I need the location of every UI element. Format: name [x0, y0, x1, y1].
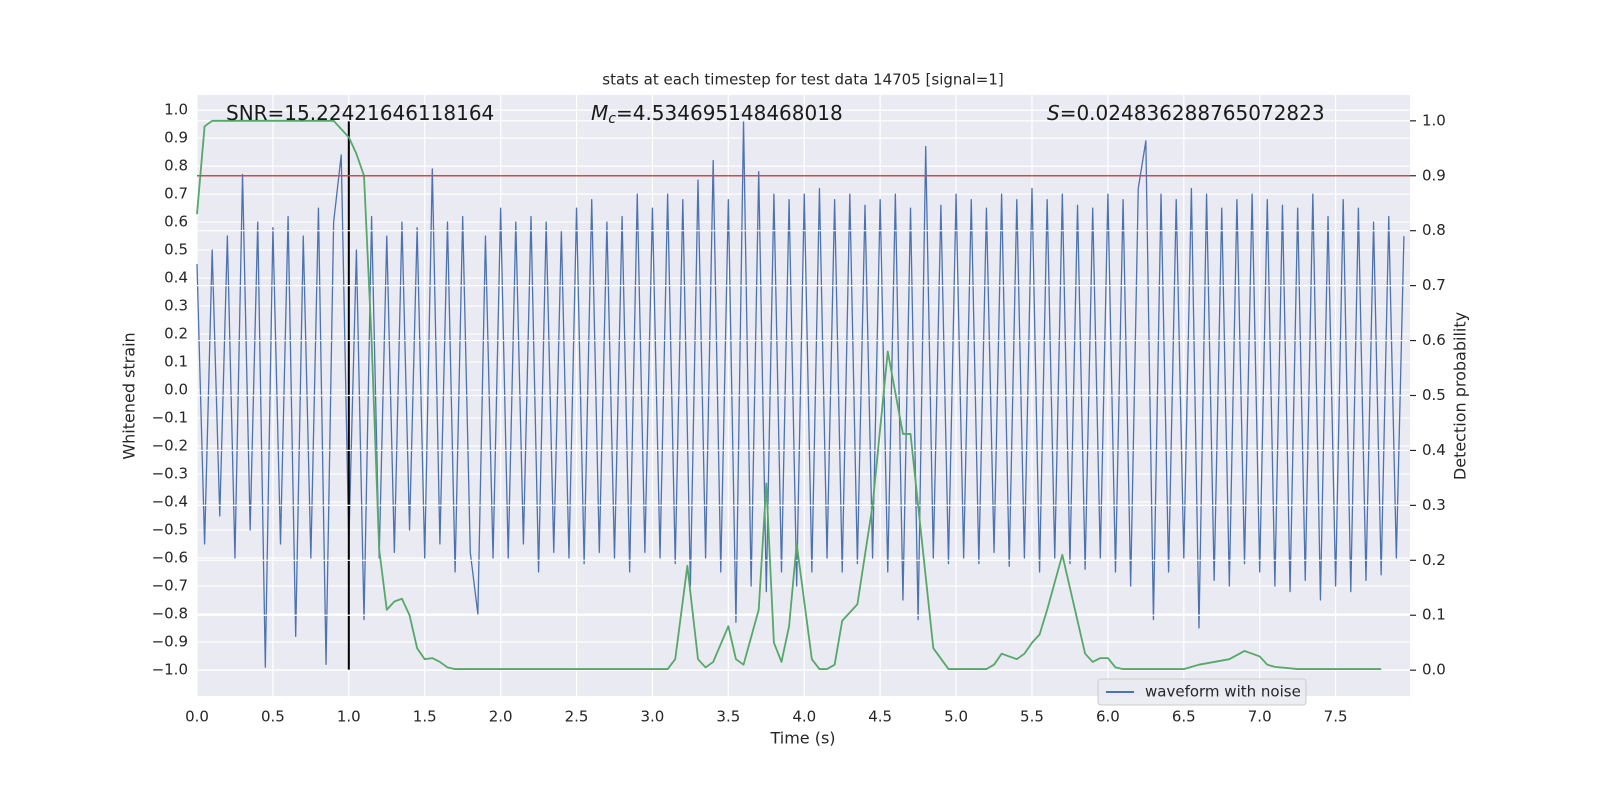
x-tick-label: 2.5 — [565, 708, 589, 726]
annotation-subscript: c — [608, 111, 616, 127]
y-tick-label: 0.0 — [164, 381, 188, 399]
x-tick-label: 6.5 — [1172, 708, 1196, 726]
y2-axis-label: Detection probability — [1451, 312, 1470, 480]
y2-tick-label: 0.1 — [1422, 606, 1446, 624]
y-tick-label: −0.5 — [152, 521, 188, 539]
annotation-text: =0.024836288765072823 — [1060, 101, 1325, 125]
y2-tick-label: 0.4 — [1422, 441, 1446, 459]
y-tick-label: −0.8 — [152, 604, 188, 622]
y-tick-label: 0.5 — [164, 241, 188, 259]
y-tick-label: −1.0 — [152, 660, 188, 678]
annotation: Mc=4.534695148468018 — [591, 101, 843, 128]
y-tick-label: −0.2 — [152, 437, 188, 455]
x-tick-label: 7.5 — [1324, 708, 1348, 726]
y-tick-label: −0.9 — [152, 632, 188, 650]
y2-tick-label: 0.0 — [1422, 661, 1446, 679]
x-tick-label: 3.5 — [716, 708, 740, 726]
x-tick-label: 4.5 — [868, 708, 892, 726]
x-axis-label: Time (s) — [769, 729, 835, 748]
y-tick-label: 0.7 — [164, 185, 188, 203]
series-line — [196, 120, 1405, 668]
y-tick-label: 0.3 — [164, 297, 188, 315]
legend-label: waveform with noise — [1145, 683, 1301, 701]
y-tick-label: 0.2 — [164, 325, 188, 343]
legend-box — [1097, 678, 1307, 706]
y-axis-label: Whitened strain — [120, 332, 139, 459]
y-tick-label: −0.4 — [152, 493, 188, 511]
x-tick-label: 0.0 — [185, 708, 209, 726]
chart-title: stats at each timestep for test data 147… — [602, 71, 1003, 89]
y2-tick-label: 0.9 — [1422, 166, 1446, 184]
annotation: SNR=15.22421646118164 — [226, 101, 494, 125]
y2-tick-label: 0.2 — [1422, 551, 1446, 569]
annotation: S=0.024836288765072823 — [1047, 101, 1325, 125]
y-tick-label: −0.3 — [152, 465, 188, 483]
x-tick-label: 0.5 — [261, 708, 285, 726]
y-tick-label: −0.7 — [152, 576, 188, 594]
y-tick-label: −0.1 — [152, 409, 188, 427]
annotation-text: SNR=15.22421646118164 — [226, 101, 494, 125]
x-tick-label: 5.0 — [944, 708, 968, 726]
y-tick-label: 0.1 — [164, 353, 188, 371]
y2-tick-label: 1.0 — [1422, 111, 1446, 129]
y-tick-label: 0.6 — [164, 213, 188, 231]
y-tick-label: 0.9 — [164, 129, 188, 147]
x-tick-label: 1.5 — [413, 708, 437, 726]
x-tick-label: 6.0 — [1096, 708, 1120, 726]
y-tick-label: −0.6 — [152, 548, 188, 566]
y2-tick-label: 0.3 — [1422, 496, 1446, 514]
x-tick-label: 1.0 — [337, 708, 361, 726]
y-tick-label: 0.4 — [164, 269, 188, 287]
x-tick-label: 7.0 — [1248, 708, 1272, 726]
x-tick-label: 2.0 — [489, 708, 513, 726]
x-tick-label: 4.0 — [792, 708, 816, 726]
series-line — [196, 119, 1382, 670]
y2-tick-label: 0.5 — [1422, 386, 1446, 404]
annotation-symbol: S — [1047, 101, 1060, 125]
y2-tick-label: 0.7 — [1422, 276, 1446, 294]
y-tick-label: 0.8 — [164, 157, 188, 175]
y-tick-label: 1.0 — [164, 101, 188, 119]
x-tick-label: 5.5 — [1020, 708, 1044, 726]
annotation-text: =4.534695148468018 — [616, 101, 843, 125]
y2-tick-label: 0.6 — [1422, 331, 1446, 349]
annotation-symbol: M — [591, 101, 608, 125]
y2-tick-label: 0.8 — [1422, 221, 1446, 239]
x-tick-label: 3.0 — [641, 708, 665, 726]
